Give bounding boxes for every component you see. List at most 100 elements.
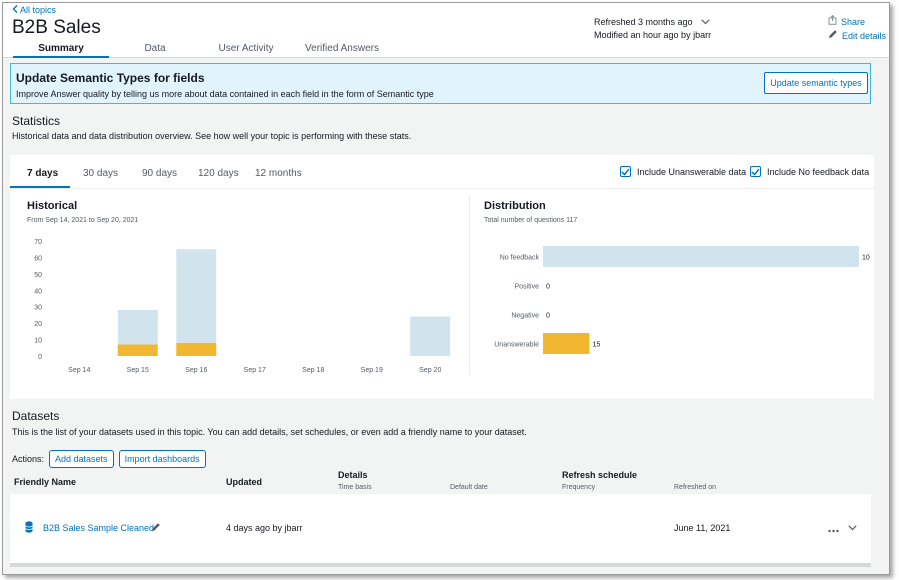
datasets-description: This is the list of your datasets used i… [12,427,527,437]
y-tick-label: 60 [34,255,42,262]
include-no-feedback-label: Include No feedback data [767,166,870,177]
category-label: No feedback [500,255,540,262]
y-tick-label: 0 [38,354,42,361]
column-header-default-date: Default date [450,484,488,491]
active-range-indicator [10,186,70,188]
distribution-chart: No feedback 102 Positive 0 Negative 0 Unanswer… [494,246,870,354]
range-tab-12-months[interactable]: 12 months [255,168,302,179]
banner-description: Improve Answer quality by telling us mor… [16,89,434,99]
category-label: Unanswerable [494,342,539,349]
statistics-title: Statistics [12,114,61,128]
y-tick-label: 70 [34,239,42,246]
dataset-name-link[interactable]: B2B Sales Sample Cleaned [43,523,155,533]
edit-details-label: Edit details [842,30,887,41]
pencil-icon [828,29,838,43]
bar [543,246,859,267]
distribution-title: Distribution [484,200,546,212]
include-unanswerable-checkbox[interactable]: Include Unanswerable data [620,166,746,177]
range-tab-120-days[interactable]: 120 days [198,168,239,179]
include-no-feedback-checkbox[interactable]: Include No feedback data [750,166,869,177]
column-header-updated[interactable]: Updated [226,477,262,487]
app-window: All topics B2B Sales Summary Data User A… [2,2,890,575]
column-header-time-basis: Time basis [338,484,372,491]
tab-verified-answers[interactable]: Verified Answers [305,43,379,54]
data-label: 0 [546,313,550,320]
column-header-refreshed-on: Refreshed on [674,484,717,491]
y-tick-label: 40 [34,288,42,295]
bar [117,344,158,356]
y-tick-label: 50 [34,272,42,279]
share-icon [828,14,837,29]
refreshed-text: Refreshed 3 months ago [594,17,693,27]
statistics-card: 7 days 30 days 90 days 120 days 12 month… [10,155,874,399]
more-options-icon[interactable] [828,524,839,536]
x-tick-label: Sep 18 [302,367,324,374]
category-label: Negative [511,313,539,320]
x-tick-label: Sep 16 [185,367,207,374]
dataset-refreshed-on: June 11, 2021 [674,523,731,533]
range-tab-7-days[interactable]: 7 days [27,168,59,179]
y-tick-label: 30 [34,305,42,312]
checkmark-icon[interactable] [750,166,761,177]
chevron-down-icon[interactable] [848,522,857,534]
distribution-subtitle: Total number of questions 117 [484,217,578,224]
include-unanswerable-label: Include Unanswerable data [637,166,747,177]
dataset-updated: 4 days ago by jbarr [226,523,303,533]
historical-chart: 0 10 20 30 40 50 60 70 Sep 14 Sep 15 Sep 16 Sep 17 S… [34,239,451,374]
datasets-actions: Actions: Add datasets Import dashboards [12,450,206,468]
table-row: B2B Sales Sample Cleaned 4 days ago by j… [10,494,871,564]
tab-data[interactable]: Data [144,43,166,54]
column-header-frequency: Frequency [562,484,596,491]
x-tick-label: Sep 15 [127,367,149,374]
x-tick-label: Sep 17 [244,367,266,374]
top-actions: Share Edit details [828,14,886,43]
share-button[interactable]: Share [828,14,886,29]
database-icon [25,521,33,536]
banner-title: Update Semantic Types for fields [16,71,205,85]
pencil-icon[interactable] [151,522,161,535]
range-tab-30-days[interactable]: 30 days [83,168,119,179]
column-header-refresh-schedule: Refresh schedule [562,470,638,480]
column-header-friendly-name[interactable]: Friendly Name [14,477,77,487]
range-tab-90-days[interactable]: 90 days [142,168,178,179]
y-tick-label: 20 [34,321,42,328]
column-header-details: Details [338,470,368,480]
divider [10,188,874,189]
data-label: 15 [592,342,600,349]
tab-user-activity[interactable]: User Activity [218,43,274,54]
back-link[interactable]: All topics [12,5,56,15]
topic-header: All topics B2B Sales Summary Data User A… [3,3,889,58]
edit-details-button[interactable]: Edit details [828,29,886,43]
data-label: 102 [862,255,870,262]
back-link-label: All topics [20,5,57,15]
bar [117,310,158,345]
x-tick-label: Sep 19 [361,367,383,374]
page-title: B2B Sales [12,17,101,38]
bar [176,342,217,356]
chevron-down-icon[interactable] [701,16,710,29]
add-datasets-button[interactable]: Add datasets [49,450,114,468]
x-tick-label: Sep 14 [68,367,90,374]
horizontal-scrollbar[interactable] [10,564,871,567]
actions-label: Actions: [12,454,45,464]
historical-title: Historical [27,200,78,212]
y-tick-label: 10 [34,338,42,345]
update-semantic-types-button[interactable]: Update semantic types [764,72,868,94]
datasets-title: Datasets [12,409,60,423]
x-tick-label: Sep 20 [419,367,441,374]
semantic-types-banner: Update Semantic Types for fields Improve… [10,63,871,104]
bar [176,249,217,343]
data-label: 0 [546,284,550,291]
category-label: Positive [514,284,539,291]
share-label: Share [841,16,866,27]
bar [543,333,590,354]
bar [410,316,451,356]
refresh-info: Refreshed 3 months ago Modified an hour … [594,16,711,42]
chevron-left-icon [12,5,18,15]
tab-summary[interactable]: Summary [13,41,109,58]
historical-subtitle: From Sep 14, 2021 to Sep 20, 2021 [27,217,139,224]
statistics-description: Historical data and data distribution ov… [12,131,412,141]
checkmark-icon[interactable] [620,166,631,177]
refresh-status[interactable]: Refreshed 3 months ago [594,16,711,29]
import-dashboards-button[interactable]: Import dashboards [118,450,206,468]
